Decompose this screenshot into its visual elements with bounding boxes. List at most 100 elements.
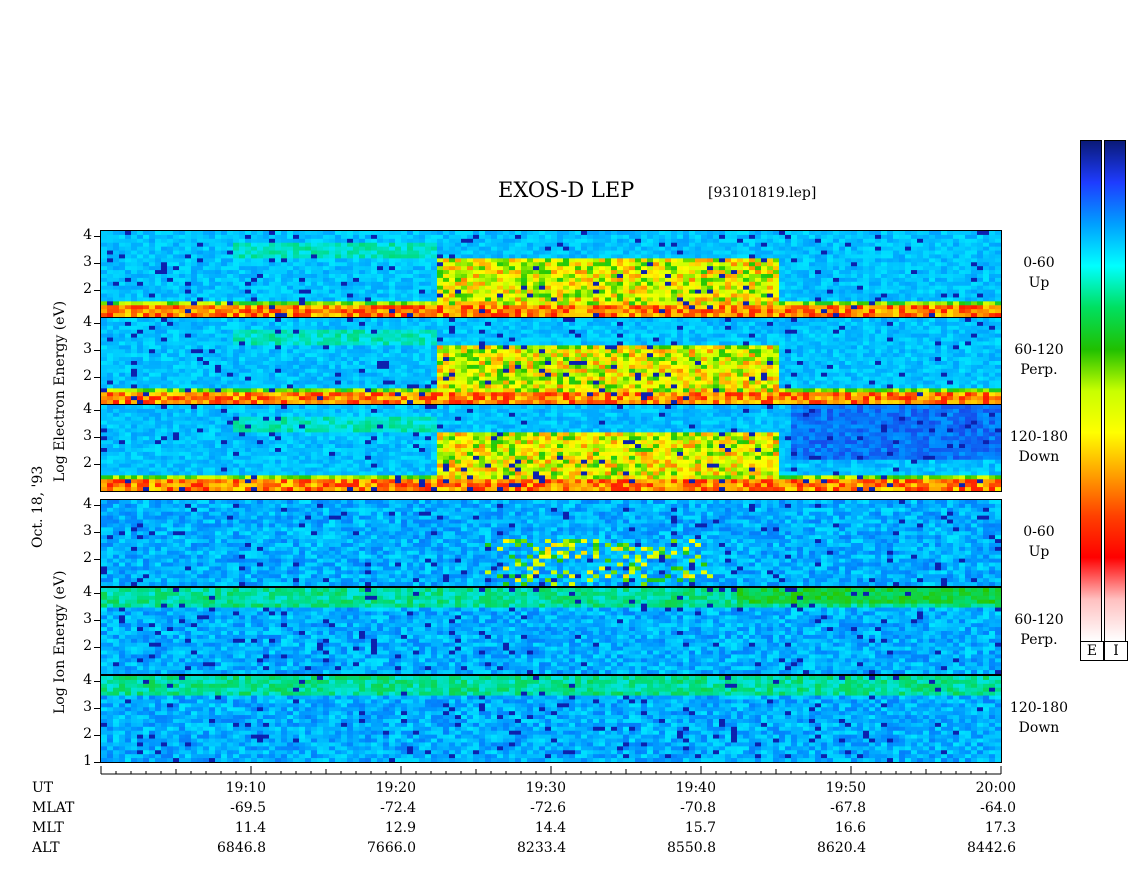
- colorbar-label-i: I: [1104, 641, 1128, 661]
- panel-frame: [100, 675, 1002, 763]
- y-tick-label: 2: [83, 281, 92, 297]
- y-tick-mark: [94, 290, 100, 291]
- orbit-value-mlat: -67.8: [830, 800, 866, 816]
- pitch-angle-direction: Up: [1028, 544, 1050, 560]
- pitch-angle-direction: Perp.: [1020, 632, 1058, 648]
- y-tick-mark: [94, 620, 100, 621]
- orbit-row-label-mlt: MLT: [32, 820, 64, 836]
- colorbar-ion: [1104, 140, 1126, 642]
- pitch-angle-range: 120-180: [1009, 429, 1069, 445]
- orbit-value-alt: 8620.4: [817, 840, 866, 856]
- orbit-value-ut: 19:40: [675, 780, 716, 796]
- orbit-row-label-ut: UT: [32, 780, 54, 796]
- panel-angle-label: 60-120 Perp.: [1004, 610, 1074, 650]
- file-name: [93101819.lep]: [708, 185, 817, 201]
- orbit-value-alt: 8442.6: [967, 840, 1016, 856]
- y-tick-mark: [94, 437, 100, 438]
- orbit-row-label-alt: ALT: [32, 840, 60, 856]
- y-tick-label: 4: [83, 496, 92, 512]
- y-tick-mark: [94, 532, 100, 533]
- y-tick-label: 3: [83, 341, 92, 357]
- panel-frame: [100, 499, 1002, 587]
- y-tick-mark: [94, 263, 100, 264]
- spectrogram-ion-up: [101, 500, 1001, 586]
- panel-frame: [100, 404, 1002, 492]
- panel-angle-label: 0-60 Up: [1004, 253, 1074, 293]
- y-tick-label: 4: [83, 584, 92, 600]
- y-tick-label: 4: [83, 227, 92, 243]
- ion-ylabel: Log Ion Energy (eV): [52, 570, 68, 714]
- pitch-angle-range: 60-120: [1014, 612, 1064, 628]
- y-tick-label: 4: [83, 314, 92, 330]
- panel-frame: [100, 230, 1002, 318]
- pitch-angle-range: 60-120: [1014, 342, 1064, 358]
- y-tick-label: 3: [83, 428, 92, 444]
- spectrogram-ion-perp: [101, 588, 1001, 674]
- orbit-value-mlt: 11.4: [234, 820, 266, 836]
- orbit-value-alt: 7666.0: [367, 840, 416, 856]
- y-tick-label: 3: [83, 611, 92, 627]
- orbit-value-mlat: -69.5: [230, 800, 266, 816]
- orbit-value-ut: 20:00: [975, 780, 1016, 796]
- y-tick-mark: [94, 559, 100, 560]
- panel-angle-label: 120-180 Down: [1004, 427, 1074, 467]
- orbit-value-ut: 19:10: [225, 780, 266, 796]
- electron-ylabel: Log Electron Energy (eV): [52, 300, 68, 482]
- pitch-angle-range: 120-180: [1009, 700, 1069, 716]
- spectrogram-electron-down: [101, 405, 1001, 491]
- y-tick-label: 1: [83, 753, 92, 769]
- orbit-value-mlt: 17.3: [984, 820, 1016, 836]
- pitch-angle-range: 0-60: [1023, 524, 1055, 540]
- y-tick-mark: [94, 505, 100, 506]
- orbit-value-ut: 19:30: [525, 780, 566, 796]
- y-tick-mark: [94, 708, 100, 709]
- y-tick-mark: [94, 377, 100, 378]
- y-tick-mark: [94, 647, 100, 648]
- y-tick-mark: [94, 464, 100, 465]
- orbit-value-mlat: -64.0: [980, 800, 1016, 816]
- orbit-value-mlt: 14.4: [534, 820, 566, 836]
- y-tick-mark: [94, 681, 100, 682]
- y-tick-label: 2: [83, 455, 92, 471]
- y-tick-mark: [94, 762, 100, 763]
- orbit-value-mlat: -72.6: [530, 800, 566, 816]
- orbit-value-alt: 6846.8: [217, 840, 266, 856]
- y-tick-mark: [94, 735, 100, 736]
- pitch-angle-direction: Down: [1018, 449, 1060, 465]
- colorbar-electron: [1080, 140, 1102, 642]
- time-axis: [100, 766, 1002, 775]
- y-tick-label: 3: [83, 699, 92, 715]
- pitch-angle-direction: Down: [1018, 720, 1060, 736]
- orbit-value-ut: 19:20: [375, 780, 416, 796]
- y-tick-label: 3: [83, 523, 92, 539]
- orbit-value-ut: 19:50: [825, 780, 866, 796]
- pitch-angle-direction: Up: [1028, 275, 1050, 291]
- orbit-value-mlt: 16.6: [834, 820, 866, 836]
- y-tick-label: 2: [83, 550, 92, 566]
- panel-angle-label: 120-180 Down: [1004, 698, 1074, 738]
- spectrogram-electron-up: [101, 231, 1001, 317]
- spectrogram-electron-perp: [101, 318, 1001, 404]
- orbit-row-label-mlat: MLAT: [32, 800, 75, 816]
- y-tick-mark: [94, 593, 100, 594]
- spectrogram-ion-down: [101, 676, 1001, 762]
- y-tick-label: 4: [83, 672, 92, 688]
- chart-title: EXOS-D LEP: [498, 178, 635, 202]
- colorbar-label-e: E: [1080, 641, 1104, 661]
- panel-angle-label: 60-120 Perp.: [1004, 340, 1074, 380]
- y-tick-mark: [94, 410, 100, 411]
- orbit-value-mlat: -72.4: [380, 800, 416, 816]
- date-label: Oct. 18, '93: [30, 465, 46, 548]
- orbit-value-mlt: 12.9: [384, 820, 416, 836]
- pitch-angle-direction: Perp.: [1020, 362, 1058, 378]
- y-tick-label: 3: [83, 254, 92, 270]
- pitch-angle-range: 0-60: [1023, 255, 1055, 271]
- y-tick-mark: [94, 323, 100, 324]
- y-tick-mark: [94, 236, 100, 237]
- orbit-value-mlt: 15.7: [684, 820, 716, 836]
- orbit-value-alt: 8550.8: [667, 840, 716, 856]
- orbit-value-mlat: -70.8: [680, 800, 716, 816]
- y-tick-label: 2: [83, 726, 92, 742]
- y-tick-label: 2: [83, 638, 92, 654]
- panel-angle-label: 0-60 Up: [1004, 522, 1074, 562]
